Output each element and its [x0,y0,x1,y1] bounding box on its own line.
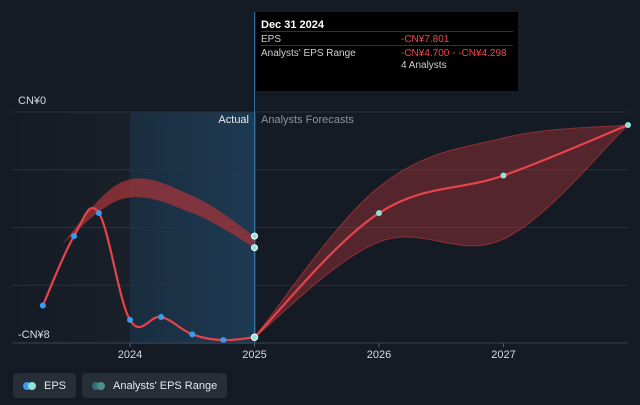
legend-item-eps[interactable]: EPS [13,373,77,398]
legend-eps-range-label: Analysts' EPS Range [113,379,218,392]
eps-range-legend-icon [92,381,106,390]
tooltip-range-key: Analysts' EPS Range [261,48,356,59]
x-axis-ticks: 2024 2025 2026 2027 [12,342,628,361]
tooltip-row-eps: EPS -CN¥7.801 [261,31,513,46]
tooltip-date: Dec 31 2024 [261,19,324,31]
eps-legend-icon [23,381,37,390]
tooltip: Dec 31 2024 EPS -CN¥7.801 Analysts' EPS … [256,12,518,91]
tooltip-eps-key: EPS [261,34,282,45]
legend-item-eps-range[interactable]: Analysts' EPS Range [82,373,228,398]
eps-range-band-forecast [254,124,630,338]
eps-point [95,210,102,217]
tooltip-analyst-count: 4 Analysts [401,60,447,71]
y-axis-min-label: -CN¥8 [18,329,50,341]
tooltip-row-range: Analysts' EPS Range -CN¥4.700 - -CN¥4.29… [261,45,513,60]
eps-range-point [251,232,258,240]
x-tick-label: 2025 [242,349,266,361]
x-tick-label: 2027 [491,349,515,361]
eps-point [127,316,133,323]
eps-point [189,331,196,338]
x-tick-label: 2024 [118,349,142,361]
eps-point [39,302,46,309]
eps-point [250,333,259,341]
legend: EPS Analysts' EPS Range [13,373,228,398]
forecast-section-label: Analysts Forecasts [261,114,354,126]
eps-forecast-point [376,210,382,217]
eps-point [70,233,77,240]
eps-point [220,337,227,344]
y-axis-max-label: CN¥0 [18,95,46,107]
eps-forecast-point [625,121,631,128]
eps-range-band-past [61,178,255,248]
x-tick-label: 2026 [367,349,391,361]
tooltip-range-value: -CN¥4.700 - -CN¥4.298 [401,48,507,59]
eps-point [158,314,165,321]
legend-eps-label: EPS [44,379,67,392]
eps-forecast-line [253,123,629,339]
eps-markers [39,121,631,344]
eps-range-point [251,244,258,252]
eps-forecast-point [500,172,507,179]
tooltip-eps-value: -CN¥7.801 [401,34,450,45]
actual-section-label: Actual [218,114,249,126]
